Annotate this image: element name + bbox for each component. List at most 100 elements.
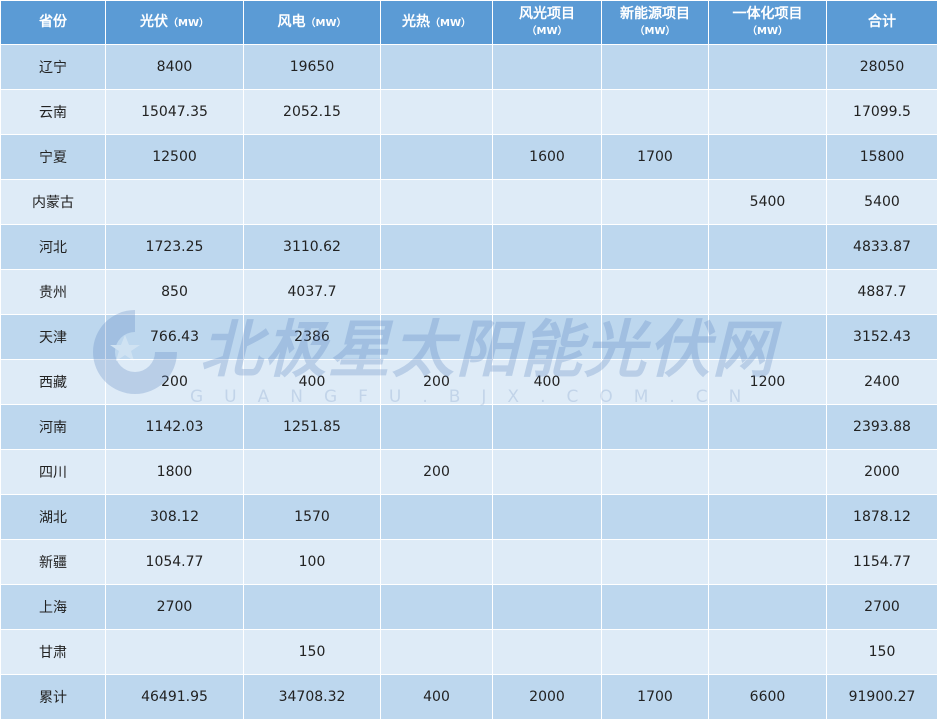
value-cell [380, 404, 493, 450]
value-cell [601, 404, 709, 450]
column-header: 风光项目 （MW） [492, 0, 602, 45]
value-cell [380, 584, 493, 630]
value-cell: 1600 [492, 134, 602, 180]
value-cell [708, 494, 827, 540]
table-row: 云南 15047.35 2052.15 17099.5 [0, 89, 937, 135]
value-cell [492, 449, 602, 495]
column-header: 合计 [826, 0, 937, 45]
total-row: 累计 46491.95 34708.32 400 2000 1700 6600 91900.2… [0, 674, 937, 720]
value-cell [492, 494, 602, 540]
province-cell: 累计 [0, 674, 106, 720]
value-cell: 1700 [601, 134, 709, 180]
province-cell: 内蒙古 [0, 179, 106, 225]
value-cell: 1200 [708, 359, 827, 405]
value-cell: 100 [243, 539, 381, 585]
value-cell: 2400 [826, 359, 937, 405]
value-cell [105, 179, 244, 225]
value-cell: 28050 [826, 44, 937, 90]
value-cell [601, 179, 709, 225]
value-cell: 2000 [492, 674, 602, 720]
value-cell: 400 [492, 359, 602, 405]
value-cell: 15800 [826, 134, 937, 180]
value-cell [380, 539, 493, 585]
value-cell: 5400 [826, 179, 937, 225]
column-header: 一体化项目 （MW） [708, 0, 827, 45]
value-cell: 766.43 [105, 314, 244, 360]
column-header: 光热（MW） [380, 0, 493, 45]
value-cell: 2000 [826, 449, 937, 495]
value-cell [492, 629, 602, 675]
value-cell: 200 [380, 449, 493, 495]
value-cell [601, 539, 709, 585]
column-header-label: 光伏 [140, 13, 168, 30]
value-cell: 2052.15 [243, 89, 381, 135]
column-header-label: 一体化项目 [732, 5, 803, 22]
value-cell: 3152.43 [826, 314, 937, 360]
province-cell: 宁夏 [0, 134, 106, 180]
province-cell: 湖北 [0, 494, 106, 540]
value-cell [243, 134, 381, 180]
table-row: 新疆 1054.77 100 1154.77 [0, 539, 937, 585]
column-header-unit: （MW） [168, 17, 209, 29]
value-cell: 400 [380, 674, 493, 720]
province-cell: 新疆 [0, 539, 106, 585]
value-cell [243, 179, 381, 225]
table-row: 贵州 850 4037.7 4887.7 [0, 269, 937, 315]
value-cell [380, 224, 493, 270]
value-cell: 1878.12 [826, 494, 937, 540]
province-cell: 天津 [0, 314, 106, 360]
value-cell [708, 44, 827, 90]
value-cell: 1723.25 [105, 224, 244, 270]
value-cell [380, 629, 493, 675]
value-cell: 200 [380, 359, 493, 405]
value-cell [708, 404, 827, 450]
value-cell: 4833.87 [826, 224, 937, 270]
table-row: 天津 766.43 2386 3152.43 [0, 314, 937, 360]
value-cell [708, 584, 827, 630]
value-cell: 1700 [601, 674, 709, 720]
value-cell [492, 179, 602, 225]
value-cell: 1570 [243, 494, 381, 540]
column-header-label: 风光项目 [519, 5, 575, 22]
province-cell: 贵州 [0, 269, 106, 315]
value-cell [708, 269, 827, 315]
value-cell [380, 494, 493, 540]
value-cell [380, 134, 493, 180]
table-row: 西藏 200 400 200 400 1200 2400 [0, 359, 937, 405]
table-row: 甘肃 150 150 [0, 629, 937, 675]
value-cell [492, 269, 602, 315]
value-cell [492, 539, 602, 585]
province-cell: 云南 [0, 89, 106, 135]
value-cell [243, 584, 381, 630]
value-cell: 46491.95 [105, 674, 244, 720]
value-cell: 1251.85 [243, 404, 381, 450]
value-cell [380, 314, 493, 360]
value-cell [380, 179, 493, 225]
value-cell [601, 269, 709, 315]
value-cell [601, 359, 709, 405]
value-cell [708, 629, 827, 675]
value-cell: 2386 [243, 314, 381, 360]
value-cell [601, 224, 709, 270]
province-cell: 辽宁 [0, 44, 106, 90]
value-cell: 19650 [243, 44, 381, 90]
table-row: 四川 1800 200 2000 [0, 449, 937, 495]
value-cell [601, 629, 709, 675]
value-cell [380, 89, 493, 135]
table-row: 河南 1142.03 1251.85 2393.88 [0, 404, 937, 450]
value-cell: 308.12 [105, 494, 244, 540]
column-header-unit: （MW） [747, 25, 788, 37]
value-cell [492, 44, 602, 90]
column-header-unit: （MW） [305, 17, 347, 29]
column-header-label: 合计 [868, 14, 896, 30]
column-header-unit: （MW） [634, 25, 676, 37]
value-cell: 6600 [708, 674, 827, 720]
province-cell: 甘肃 [0, 629, 106, 675]
value-cell: 5400 [708, 179, 827, 225]
value-cell [601, 314, 709, 360]
value-cell: 15047.35 [105, 89, 244, 135]
table-row: 辽宁 8400 19650 28050 [0, 44, 937, 90]
column-header-unit: （MW） [526, 25, 568, 37]
value-cell: 850 [105, 269, 244, 315]
province-cell: 河北 [0, 224, 106, 270]
